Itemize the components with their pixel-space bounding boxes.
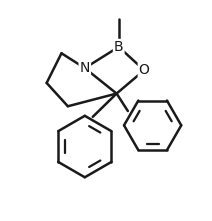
Text: B: B [114, 40, 124, 54]
Text: O: O [139, 63, 150, 77]
Text: N: N [80, 61, 90, 75]
